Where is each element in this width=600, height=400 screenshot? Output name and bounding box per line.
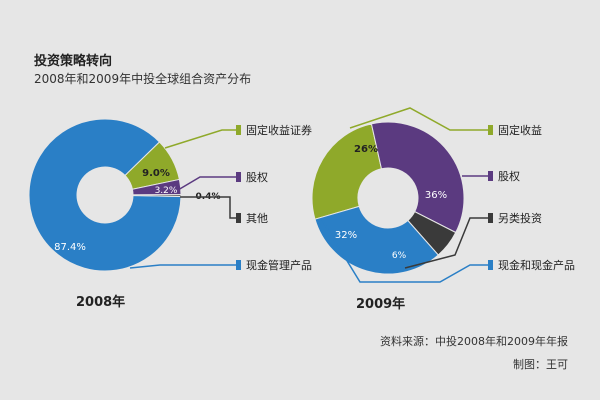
leader-2008-cash-line — [129, 264, 238, 269]
value-label-2009-1: 36% — [425, 190, 447, 201]
credit-note: 制图：王可 — [513, 358, 568, 371]
leader-2008-other-line — [180, 196, 238, 219]
leader-2008-equity-marker — [236, 172, 241, 182]
leader-2009-fixed-marker — [488, 125, 493, 135]
leader-2009-alt-line — [404, 217, 488, 269]
value-label-2008-2: 3.2% — [155, 186, 178, 196]
source-note: 资料来源：中投2008年和2009年年报 — [380, 335, 568, 348]
leader-2008-fixed-label: 固定收益证券 — [246, 123, 312, 137]
value-label-2009-3: 32% — [335, 230, 357, 241]
leader-2008-cash-label: 现金管理产品 — [246, 258, 312, 272]
donut-2009: 26% 36% 6% 32% — [311, 121, 465, 275]
chart-subtitle: 2008年和2009年中投全球组合资产分布 — [34, 72, 252, 86]
slice-2009-1 — [370, 121, 465, 234]
value-label-2009-2: 6% — [392, 251, 407, 261]
value-label-2009-0: 26% — [354, 144, 378, 155]
leader-2008-equity-line — [177, 176, 238, 191]
leader-2008-cash-marker — [236, 260, 241, 270]
leader-2008-other-label: 其他 — [246, 212, 268, 225]
year-label-2008: 2008年 — [76, 295, 126, 310]
leader-2009-cash-marker — [488, 260, 493, 270]
leader-2009-alt-marker — [488, 213, 493, 223]
leader-2009-equity-marker — [488, 171, 493, 181]
slice-2008-3 — [132, 194, 182, 198]
year-label-2009: 2009年 — [356, 297, 406, 312]
leader-2009-alt-label: 另类投资 — [498, 211, 542, 225]
leader-2008-equity-label: 股权 — [246, 171, 268, 184]
leader-2008-fixed-marker — [236, 125, 241, 135]
leader-2009-fixed-line — [349, 107, 488, 131]
leader-2009-fixed-label: 固定收益 — [498, 123, 542, 137]
slice-2009-0 — [311, 123, 383, 220]
leader-2008-other-marker — [236, 213, 241, 223]
leader-2009-equity-label: 股权 — [498, 170, 520, 183]
donut-2008: 87.4%9.0%3.2%0.4% — [28, 118, 220, 272]
value-label-2008-1: 9.0% — [142, 168, 170, 179]
leader-2008-fixed-line — [164, 129, 238, 149]
slice-2008-0 — [28, 118, 182, 272]
leader-2009-cash-line — [321, 219, 488, 283]
slice-2009-3 — [314, 205, 439, 275]
leader-2009-cash-label: 现金和现金产品 — [498, 258, 575, 272]
chart-title: 投资策略转向 — [34, 54, 113, 69]
value-label-2008-0: 87.4% — [54, 242, 86, 253]
